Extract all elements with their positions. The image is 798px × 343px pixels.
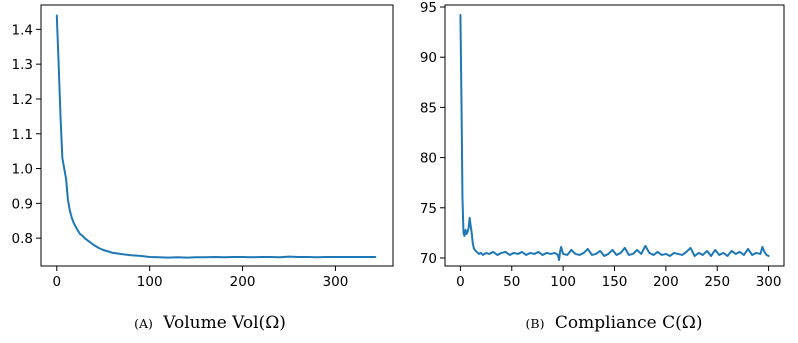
compliance-chart-panel: 0 50 100 150 200 250 300 70 75 80 85 90 95 <box>420 0 784 290</box>
volume-y-tick-label: 0.9 <box>12 196 33 212</box>
volume-y-tick-label: 1.0 <box>12 162 33 178</box>
volume-plot-area <box>41 5 393 266</box>
volume-y-tick-label: 1.4 <box>12 22 33 38</box>
compliance-x-tick-label: 0 <box>456 274 465 290</box>
compliance-caption-text: Compliance C(Ω) <box>555 313 703 333</box>
volume-y-tick-label: 1.2 <box>12 92 33 108</box>
compliance-caption-label: (B) <box>526 316 545 331</box>
volume-chart-panel: 0 100 200 300 0.8 0.9 1.0 1.1 1.2 1.3 1.4 <box>12 5 393 290</box>
compliance-x-tick-label: 150 <box>602 274 628 290</box>
volume-y-tick-label: 1.1 <box>12 127 33 143</box>
compliance-plot-area <box>445 5 784 266</box>
volume-caption-text: Volume Vol(Ω) <box>162 313 286 333</box>
compliance-x-tick-label: 50 <box>503 274 520 290</box>
compliance-y-tick-label: 85 <box>420 100 437 116</box>
volume-caption-label: (A) <box>134 316 153 331</box>
volume-x-tick-label: 300 <box>323 274 349 290</box>
volume-series-line <box>57 15 376 257</box>
volume-caption: (A) Volume Vol(Ω) <box>134 313 286 333</box>
compliance-y-tick-label: 80 <box>420 151 437 167</box>
volume-x-tick-label: 0 <box>52 274 61 290</box>
compliance-x-tick-label: 300 <box>756 274 782 290</box>
volume-y-tick-label: 0.8 <box>12 231 33 247</box>
compliance-caption: (B) Compliance C(Ω) <box>526 313 703 333</box>
compliance-x-tick-label: 100 <box>550 274 576 290</box>
compliance-y-tick-label: 75 <box>420 201 437 217</box>
compliance-series-line <box>460 15 768 260</box>
volume-x-tick-label: 100 <box>137 274 163 290</box>
volume-x-tick-label: 200 <box>230 274 256 290</box>
compliance-y-tick-label: 70 <box>420 251 437 267</box>
volume-y-tick-label: 1.3 <box>12 57 33 73</box>
compliance-y-tick-label: 95 <box>420 0 437 16</box>
compliance-y-tick-label: 90 <box>420 50 437 66</box>
compliance-x-tick-label: 200 <box>653 274 679 290</box>
compliance-x-tick-label: 250 <box>704 274 730 290</box>
